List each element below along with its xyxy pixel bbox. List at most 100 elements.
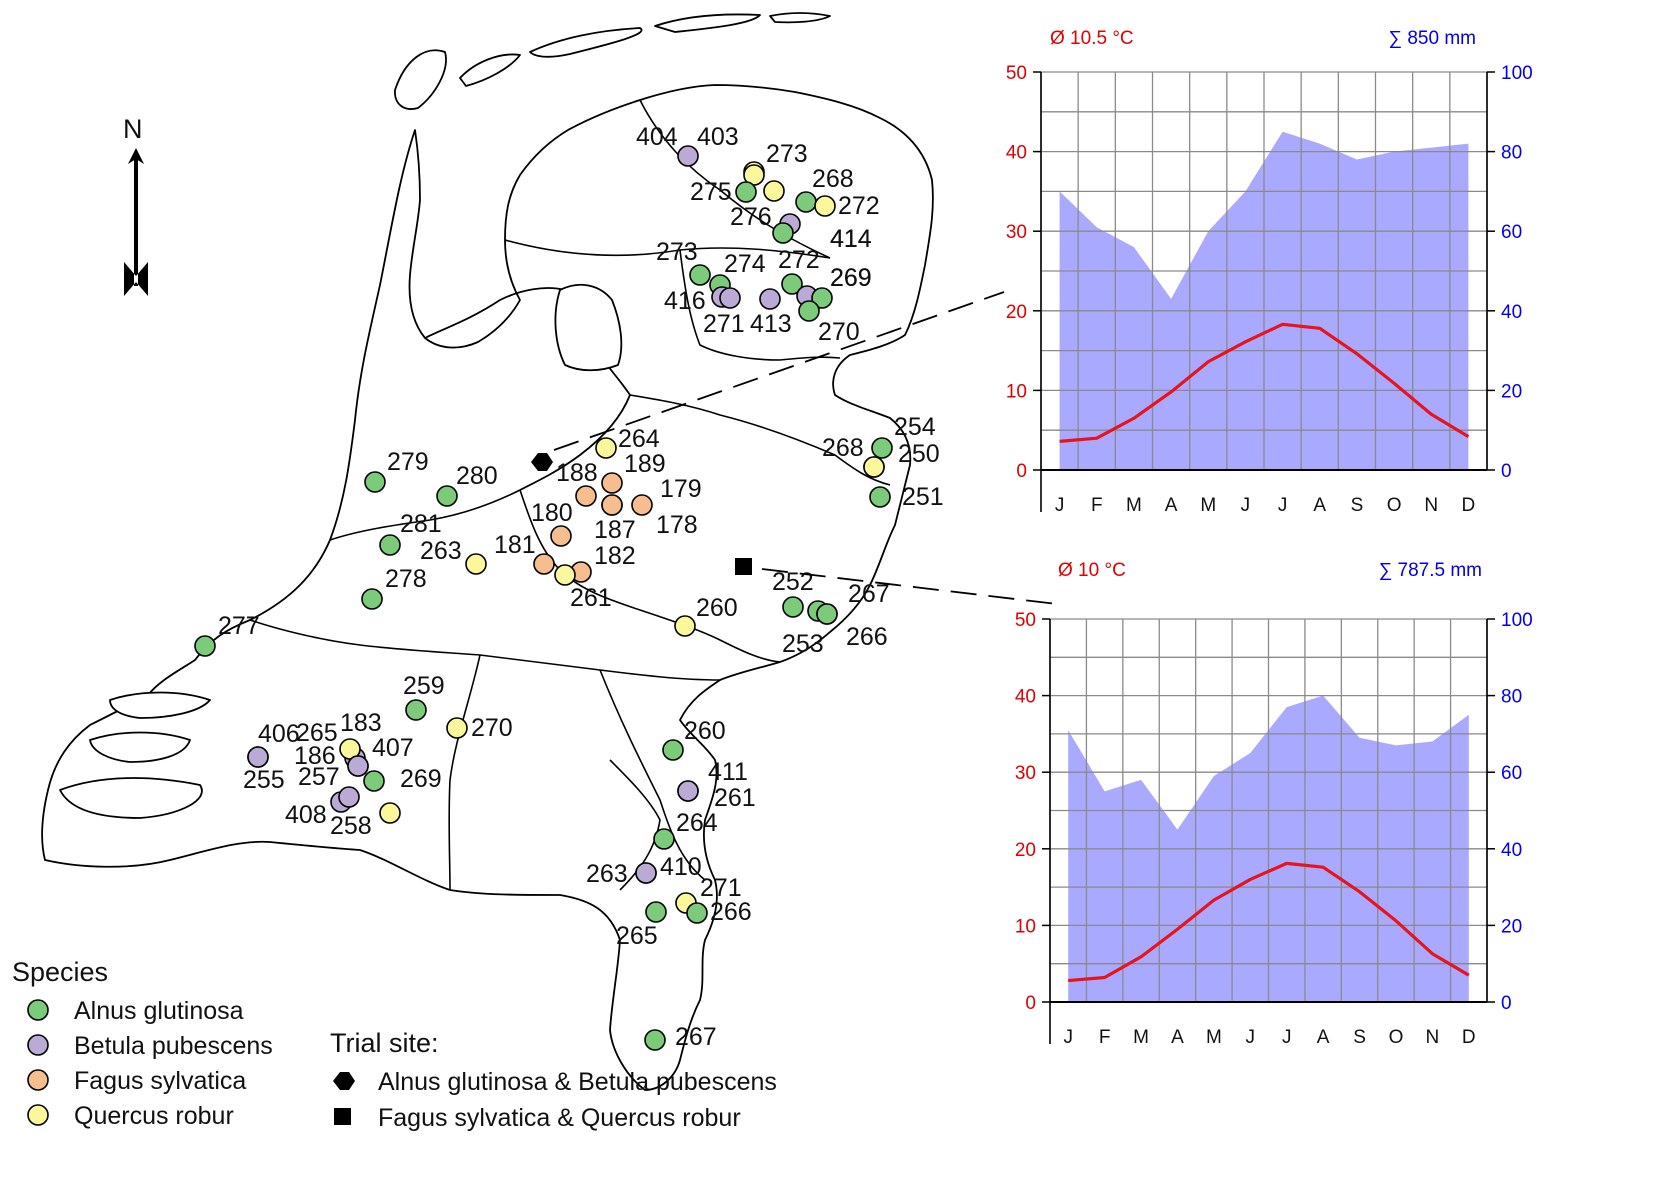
delta-island-2 [89, 731, 191, 763]
site-marker [644, 1029, 666, 1051]
north-arrow-icon [124, 148, 148, 296]
site-marker [645, 901, 667, 923]
north-label: N [123, 114, 143, 144]
site-label: 277 [218, 612, 260, 640]
site-label: 274 [724, 250, 766, 278]
site-marker [363, 770, 385, 792]
legend-species-name: Betula pubescens [74, 1032, 273, 1060]
legend-trial-site-2: Fagus sylvatica & Quercus robur [378, 1104, 741, 1132]
left-tick-label: 30 [1006, 222, 1027, 243]
site-marker [533, 553, 555, 575]
site-label: 257 [298, 763, 340, 791]
site-label: 188 [556, 459, 598, 487]
site-marker [601, 494, 623, 516]
month-label: F [1099, 1027, 1111, 1048]
right-tick-label: 80 [1501, 143, 1522, 164]
right-tick-label: 0 [1501, 993, 1512, 1014]
site-marker [719, 287, 741, 309]
month-label: J [1282, 1027, 1292, 1048]
site-label: 271 [703, 310, 745, 338]
site-marker [247, 746, 269, 768]
site-marker [347, 755, 369, 777]
trial-site-square [735, 558, 752, 575]
site-label: 179 [660, 475, 702, 503]
site-marker [674, 615, 696, 637]
legend-square-icon [334, 1108, 351, 1125]
month-label: A [1317, 1027, 1330, 1048]
site-label: 278 [385, 565, 427, 593]
legend-trial-title: Trial site: [330, 1028, 439, 1058]
site-label: 414 [830, 225, 872, 253]
right-tick-label: 80 [1501, 687, 1522, 708]
site-marker [781, 273, 803, 295]
month-label: N [1426, 1027, 1440, 1048]
month-label: J [1241, 495, 1251, 516]
country-outline [41, 84, 934, 1091]
site-label: 416 [664, 287, 706, 315]
legend-species-name: Alnus glutinosa [74, 997, 244, 1025]
site-marker [364, 471, 386, 493]
site-label: 407 [372, 734, 414, 762]
site-label: 281 [400, 510, 442, 538]
right-tick-label: 0 [1501, 461, 1512, 482]
site-marker [601, 472, 623, 494]
delta-island-1 [109, 691, 211, 719]
month-label: A [1313, 495, 1326, 516]
site-label: 404 [636, 123, 678, 151]
site-label: 254 [894, 413, 936, 441]
island-texel [394, 49, 447, 110]
netherlands-map [41, 12, 934, 1091]
site-marker [782, 596, 804, 618]
site-label: 273 [766, 140, 808, 168]
site-label: 265 [296, 719, 338, 747]
site-marker [575, 485, 597, 507]
climate-chart-north: 0 10 20 30 40 50 0 20 40 60 80 100 J F M A M J J A S O N D Ø 10.… [1006, 28, 1533, 516]
month-label: J [1063, 1027, 1073, 1048]
site-label: 265 [616, 922, 658, 950]
month-label: S [1351, 495, 1364, 516]
site-label: 252 [772, 568, 814, 596]
site-label: 189 [624, 450, 666, 478]
site-label: 266 [710, 898, 752, 926]
site-label: 178 [656, 511, 698, 539]
site-label: 258 [330, 812, 372, 840]
right-tick-label: 60 [1501, 763, 1522, 784]
left-tick-label: 20 [1015, 840, 1036, 861]
left-tick-label: 50 [1015, 610, 1036, 631]
site-label: 253 [782, 630, 824, 658]
site-marker [635, 862, 657, 884]
month-label: J [1246, 1027, 1256, 1048]
right-tick-label: 20 [1501, 916, 1522, 937]
site-label: 279 [387, 448, 429, 476]
site-label: 269 [830, 264, 872, 292]
site-marker [772, 222, 794, 244]
site-label: 268 [822, 434, 864, 462]
site-marker [554, 564, 576, 586]
temperature-line [1059, 322, 1470, 443]
trial-site-hexagon [531, 453, 553, 471]
delta-island-3 [59, 777, 203, 819]
site-marker [662, 739, 684, 761]
temperature-line [1068, 861, 1470, 983]
month-label: M [1206, 1027, 1222, 1048]
month-label: M [1133, 1027, 1149, 1048]
left-tick-label: 50 [1006, 63, 1027, 84]
mean-temperature-label: Ø 10.5 °C [1050, 28, 1134, 49]
site-marker [811, 287, 833, 309]
month-label: S [1353, 1027, 1366, 1048]
month-label: A [1171, 1027, 1184, 1048]
right-tick-label: 20 [1501, 381, 1522, 402]
legend-species-title: Species [12, 957, 108, 987]
site-label: 181 [494, 531, 536, 559]
left-tick-label: 0 [1025, 993, 1036, 1014]
right-tick-label: 40 [1501, 302, 1522, 323]
site-marker [446, 717, 468, 739]
site-label: 259 [403, 672, 445, 700]
month-label: D [1462, 495, 1476, 516]
month-label: O [1387, 495, 1402, 516]
right-tick-label: 60 [1501, 222, 1522, 243]
month-label: M [1200, 495, 1216, 516]
left-tick-label: 10 [1015, 916, 1036, 937]
left-tick-label: 40 [1015, 687, 1036, 708]
site-marker [361, 588, 383, 610]
